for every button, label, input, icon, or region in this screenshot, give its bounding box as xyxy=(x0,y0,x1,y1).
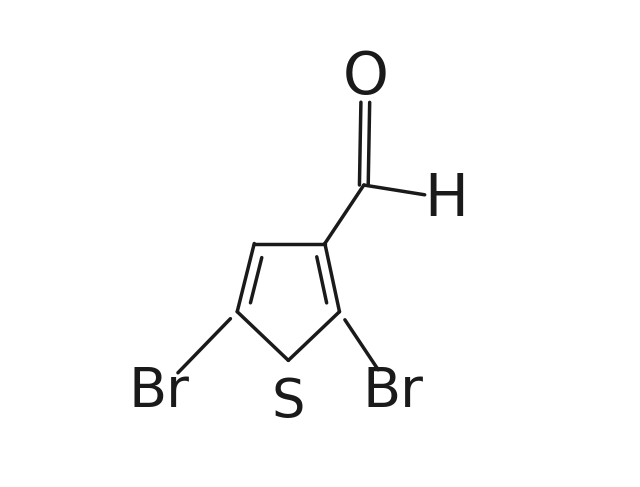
Text: S: S xyxy=(271,376,305,428)
Text: Br: Br xyxy=(362,365,424,419)
Text: H: H xyxy=(425,171,468,228)
Text: O: O xyxy=(342,49,388,107)
Text: Br: Br xyxy=(129,365,190,419)
